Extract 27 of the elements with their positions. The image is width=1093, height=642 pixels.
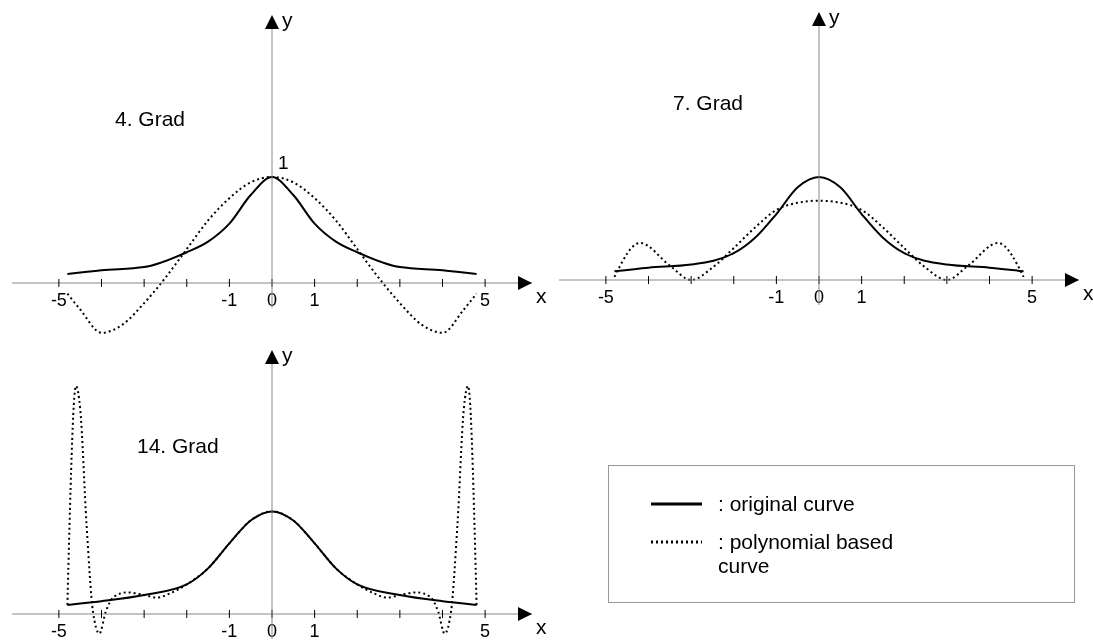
- text: 14. Grad: [137, 434, 219, 457]
- x-tick-label: -5: [50, 290, 67, 310]
- x-tick-label: 5: [1027, 287, 1038, 307]
- legend-label: : original curve: [718, 492, 856, 516]
- legend-label: : polynomial based curve: [718, 530, 895, 578]
- x-tick-label: 5: [480, 621, 491, 641]
- x-tick-label: -5: [50, 621, 67, 641]
- x-axis-title: x: [536, 615, 547, 638]
- x-tick-label: 5: [480, 290, 491, 310]
- x-tick-label: -1: [221, 290, 238, 310]
- x-axis-title: x: [536, 284, 547, 307]
- chart-title: 7. Grad: [673, 91, 744, 114]
- chart-title: 4. Grad: [115, 107, 186, 130]
- x-tick-label: 1: [309, 621, 320, 641]
- x-tick-label: -1: [768, 287, 785, 307]
- x-tick-label: 0: [813, 287, 825, 307]
- x-axis-title: x: [1083, 281, 1093, 304]
- y-axis-title: y: [829, 5, 840, 28]
- annotation: 1: [278, 152, 289, 173]
- x-tick-label: 0: [266, 621, 278, 641]
- y-axis-title: y: [282, 343, 293, 366]
- x-tick-label: 0: [266, 290, 278, 310]
- y-axis-title: y: [282, 8, 293, 31]
- x-tick-label: 1: [309, 290, 320, 310]
- x-tick-label: 1: [856, 287, 867, 307]
- x-tick-label: -5: [597, 287, 614, 307]
- x-tick-label: -1: [221, 621, 238, 641]
